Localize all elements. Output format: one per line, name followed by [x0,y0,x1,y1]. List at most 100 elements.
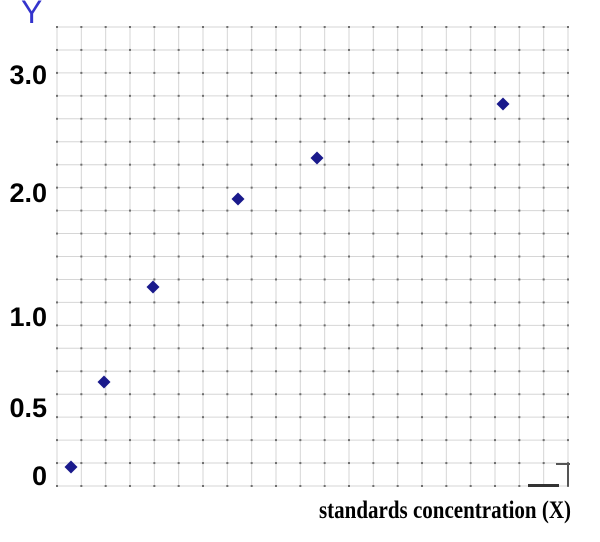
grid-dot [177,347,180,350]
grid-dot [275,117,277,120]
grid-dot [567,278,569,281]
grid-dot [226,439,229,442]
grid-dot [226,48,229,51]
grid-dot [153,232,156,235]
grid-dot [445,186,448,189]
grid-dot [129,209,131,212]
grid-dot [542,416,545,419]
grid-dot [372,439,375,442]
grid-dot [518,347,521,350]
grid-dot [129,301,131,304]
grid-dot [275,140,277,143]
grid-dot [323,462,326,465]
grid-dot [542,393,545,396]
grid-dot [567,324,569,327]
grid-dot [177,485,180,487]
grid-dot [202,439,204,442]
grid-dot [80,462,83,465]
grid-dot [56,439,58,442]
grid-dot [469,48,472,51]
grid-dot [494,186,496,189]
grid-dot [275,347,277,350]
grid-dot [469,186,472,189]
grid-dot [494,117,496,120]
grid-dot [202,301,204,304]
grid-dot [104,163,107,166]
grid-dot [299,416,302,419]
grid-dot [469,140,472,143]
grid-dot [567,140,569,143]
grid-dot [348,26,350,28]
grid-dot [129,163,131,166]
grid-dot [518,255,521,258]
grid-dot [56,324,58,327]
grid-dot [80,439,83,442]
grid-dot [421,94,423,97]
grid-dot [348,370,350,373]
grid-dot [469,462,472,465]
grid-dot [56,209,58,212]
grid-dot [323,163,326,166]
grid-dot [372,26,375,28]
grid-dot [348,301,350,304]
grid-dot [153,370,156,373]
grid-dot [177,48,180,51]
grid-dot [494,26,496,28]
grid-dot [275,393,277,396]
grid-dot [202,26,204,28]
grid-dot [129,48,131,51]
grid-dot [445,163,448,166]
grid-dot [129,255,131,258]
grid-dot [129,117,131,120]
grid-dot [323,48,326,51]
grid-dot [323,71,326,74]
grid-dot [567,94,569,97]
grid-dot [153,324,156,327]
grid-dot [542,26,545,28]
grid-dot [104,324,107,327]
grid-dot [494,209,496,212]
grid-dot [542,94,545,97]
grid-dot [177,94,180,97]
grid-dot [226,255,229,258]
grid-dot [323,26,326,28]
grid-dot [567,393,569,396]
grid-dot [202,140,204,143]
grid-dot [80,347,83,350]
grid-dot [299,94,302,97]
grid-dot [396,439,399,442]
grid-dot [494,393,496,396]
grid-dot [469,485,472,487]
grid-dot [348,48,350,51]
x-axis-title: standards concentration (X) [319,495,571,525]
grid-dot [153,301,156,304]
grid-dot [542,370,545,373]
grid-dot [518,209,521,212]
grid-dot [202,232,204,235]
grid-dot [250,301,253,304]
grid-dot [396,140,399,143]
grid-dot [567,48,569,51]
grid-dot [445,255,448,258]
grid-dot [567,347,569,350]
grid-dot [202,278,204,281]
data-point-diamond [146,280,160,294]
grid-dot [129,26,131,28]
grid-dot [518,186,521,189]
grid-dot [542,48,545,51]
grid-dot [226,186,229,189]
grid-dot [299,209,302,212]
grid-dot [80,416,83,419]
grid-dot [469,163,472,166]
grid-dot [445,140,448,143]
grid-dot [323,393,326,396]
grid-dot [202,186,204,189]
grid-dot [518,485,521,487]
grid-dot [275,485,277,487]
grid-dot [177,301,180,304]
grid-dot [445,416,448,419]
grid-dot [80,393,83,396]
grid-dot [104,255,107,258]
y-tick-label: 3.0 [9,60,47,90]
grid-dot [226,347,229,350]
